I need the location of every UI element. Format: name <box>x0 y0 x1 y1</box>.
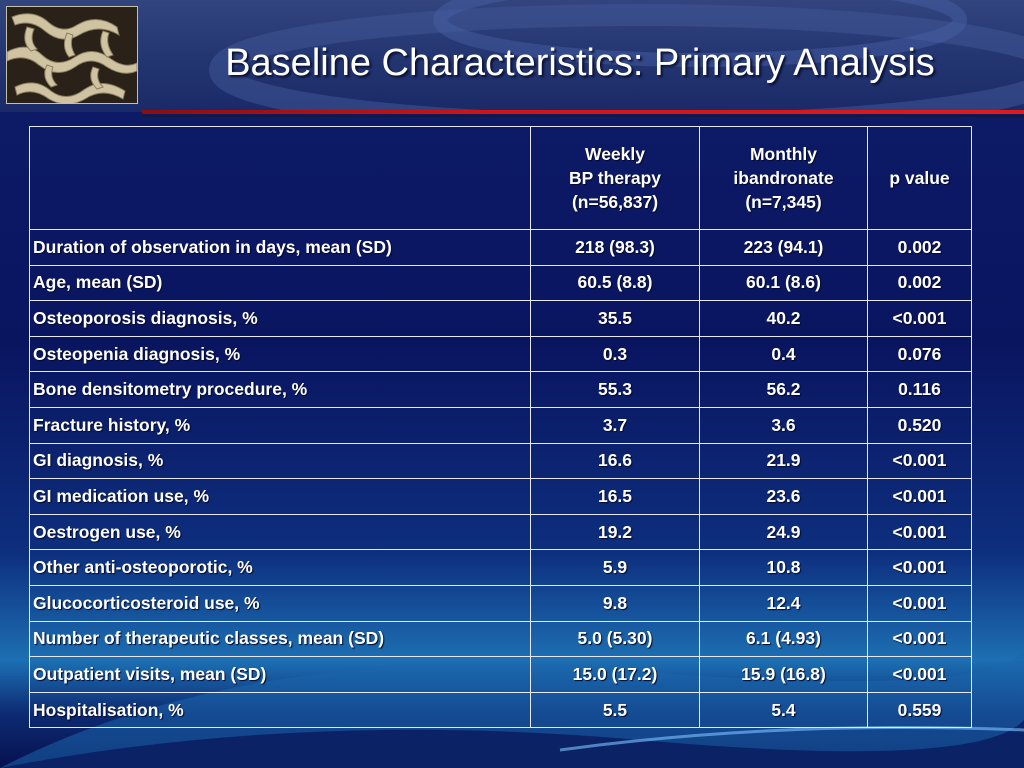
row-label: Osteopenia diagnosis, % <box>29 335 531 373</box>
row-label: GI diagnosis, % <box>29 442 531 480</box>
row-p-value: <0.001 <box>867 442 972 480</box>
header-monthly-line3: (n=7,345) <box>745 192 822 212</box>
row-monthly-value: 5.4 <box>699 691 868 729</box>
header-weekly-bp-therapy: Weekly BP therapy (n=56,837) <box>530 126 700 230</box>
row-p-value: 0.116 <box>867 371 972 408</box>
row-label: Hospitalisation, % <box>29 691 531 729</box>
row-p-value: 0.559 <box>867 691 972 729</box>
row-p-value: 0.520 <box>867 406 972 444</box>
table-row: Osteoporosis diagnosis, % 35.5 40.2 <0.001 <box>29 300 972 337</box>
row-weekly-value: 5.9 <box>530 549 700 586</box>
row-p-value: <0.001 <box>867 478 972 515</box>
row-weekly-value: 16.5 <box>530 478 700 515</box>
table-row: Osteopenia diagnosis, % 0.3 0.4 0.076 <box>29 335 972 373</box>
row-monthly-value: 10.8 <box>699 549 868 586</box>
header-weekly-line2: BP therapy <box>568 168 662 188</box>
row-monthly-value: 21.9 <box>699 442 868 480</box>
row-monthly-value: 60.1 (8.6) <box>699 264 868 302</box>
row-p-value: 0.002 <box>867 229 972 266</box>
header-monthly-line2: ibandronate <box>733 168 834 188</box>
header-weekly-line1: Weekly <box>585 144 645 164</box>
row-p-value: <0.001 <box>867 549 972 586</box>
row-monthly-value: 23.6 <box>699 478 868 515</box>
title-underline-dark <box>142 115 1024 117</box>
row-weekly-value: 5.0 (5.30) <box>530 620 700 658</box>
row-label: Glucocorticosteroid use, % <box>29 584 531 622</box>
row-monthly-value: 40.2 <box>699 300 868 337</box>
row-label: Number of therapeutic classes, mean (SD) <box>29 620 531 658</box>
row-weekly-value: 0.3 <box>530 335 700 373</box>
table-body: Duration of observation in days, mean (S… <box>29 229 972 729</box>
table-row: Age, mean (SD) 60.5 (8.8) 60.1 (8.6) 0.002 <box>29 264 972 302</box>
table-row: Other anti-osteoporotic, % 5.9 10.8 <0.001 <box>29 549 972 586</box>
row-label: Age, mean (SD) <box>29 264 531 302</box>
row-label: Bone densitometry procedure, % <box>29 371 531 408</box>
header-monthly-ibandronate: Monthly ibandronate (n=7,345) <box>699 126 868 230</box>
row-monthly-value: 15.9 (16.8) <box>699 656 868 693</box>
table-row: Glucocorticosteroid use, % 9.8 12.4 <0.001 <box>29 584 972 622</box>
row-weekly-value: 19.2 <box>530 513 700 551</box>
row-weekly-value: 218 (98.3) <box>530 229 700 266</box>
row-label: Oestrogen use, % <box>29 513 531 551</box>
table-row: Outpatient visits, mean (SD) 15.0 (17.2) 1… <box>29 656 972 693</box>
header-label-cell <box>29 126 531 230</box>
header-p-value: p value <box>867 126 972 230</box>
row-p-value: <0.001 <box>867 584 972 622</box>
row-p-value: 0.076 <box>867 335 972 373</box>
table-row: Bone densitometry procedure, % 55.3 56.2 0.… <box>29 371 972 408</box>
row-label: Outpatient visits, mean (SD) <box>29 656 531 693</box>
bone-structure-image <box>6 6 138 104</box>
row-label: Fracture history, % <box>29 406 531 444</box>
row-p-value: 0.002 <box>867 264 972 302</box>
table-row: Hospitalisation, % 5.5 5.4 0.559 <box>29 691 972 729</box>
row-p-value: <0.001 <box>867 513 972 551</box>
row-label: GI medication use, % <box>29 478 531 515</box>
row-p-value: <0.001 <box>867 300 972 337</box>
row-monthly-value: 24.9 <box>699 513 868 551</box>
row-weekly-value: 16.6 <box>530 442 700 480</box>
row-monthly-value: 56.2 <box>699 371 868 408</box>
row-monthly-value: 3.6 <box>699 406 868 444</box>
title-underline-red <box>142 110 1024 114</box>
table-header-row: Weekly BP therapy (n=56,837) Monthly iba… <box>29 126 972 230</box>
row-weekly-value: 9.8 <box>530 584 700 622</box>
row-monthly-value: 6.1 (4.93) <box>699 620 868 658</box>
header-swirl-decoration <box>209 0 1024 112</box>
baseline-characteristics-table: Weekly BP therapy (n=56,837) Monthly iba… <box>29 126 972 729</box>
table-row: GI diagnosis, % 16.6 21.9 <0.001 <box>29 442 972 480</box>
header-monthly-line1: Monthly <box>749 144 818 164</box>
table-row: GI medication use, % 16.5 23.6 <0.001 <box>29 478 972 515</box>
table-row: Number of therapeutic classes, mean (SD)… <box>29 620 972 658</box>
baseline-table-container: Weekly BP therapy (n=56,837) Monthly iba… <box>29 126 972 729</box>
row-monthly-value: 223 (94.1) <box>699 229 868 266</box>
table-row: Oestrogen use, % 19.2 24.9 <0.001 <box>29 513 972 551</box>
row-weekly-value: 15.0 (17.2) <box>530 656 700 693</box>
row-weekly-value: 5.5 <box>530 691 700 729</box>
table-row: Duration of observation in days, mean (S… <box>29 229 972 266</box>
header-weekly-line3: (n=56,837) <box>571 192 659 212</box>
row-monthly-value: 12.4 <box>699 584 868 622</box>
trabecular-bone-graphic <box>7 7 137 103</box>
row-weekly-value: 3.7 <box>530 406 700 444</box>
row-label: Other anti-osteoporotic, % <box>29 549 531 586</box>
row-p-value: <0.001 <box>867 620 972 658</box>
table-row: Fracture history, % 3.7 3.6 0.520 <box>29 406 972 444</box>
row-label: Osteoporosis diagnosis, % <box>29 300 531 337</box>
row-weekly-value: 55.3 <box>530 371 700 408</box>
row-weekly-value: 35.5 <box>530 300 700 337</box>
slide-title: Baseline Characteristics: Primary Analys… <box>225 42 935 84</box>
row-monthly-value: 0.4 <box>699 335 868 373</box>
row-weekly-value: 60.5 (8.8) <box>530 264 700 302</box>
row-p-value: <0.001 <box>867 656 972 693</box>
row-label: Duration of observation in days, mean (S… <box>29 229 531 266</box>
